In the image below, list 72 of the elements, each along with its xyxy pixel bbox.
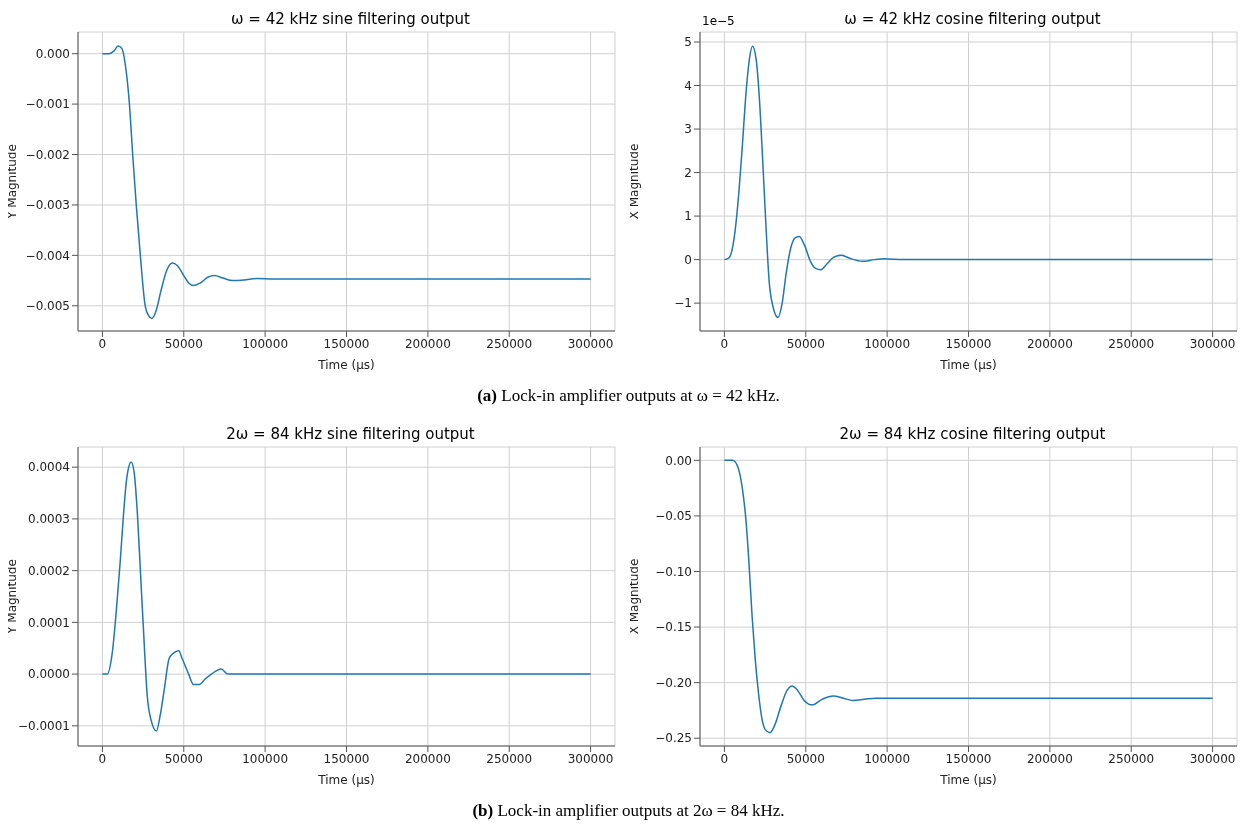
- y-tick-label: −0.001: [25, 97, 70, 112]
- chart-title: ω = 42 kHz sine filtering output: [230, 9, 471, 30]
- line-series: [101, 461, 592, 732]
- y-tick-label: 0.0003: [28, 512, 70, 527]
- x-tick-label: 200000: [1026, 751, 1073, 766]
- y-tick-label: 0.0001: [28, 615, 70, 630]
- y-axis-title: X Magnitude: [627, 558, 642, 635]
- x-axis-title: Time (μs): [939, 773, 997, 787]
- y-tick-label: −0.20: [655, 675, 692, 690]
- y-tick-label: −0.005: [25, 299, 70, 314]
- x-tick-label: 50000: [164, 336, 203, 351]
- x-tick-label: 100000: [242, 751, 289, 766]
- chart-title: 2ω = 84 kHz sine filtering output: [225, 424, 476, 445]
- y-tick-label: −0.002: [25, 147, 70, 162]
- y-tick-label: −0.15: [655, 620, 692, 635]
- x-tick-label: 0: [720, 336, 729, 351]
- x-tick-label: 50000: [786, 751, 825, 766]
- x-tick-label: 150000: [945, 336, 992, 351]
- x-tick-label: 0: [720, 751, 729, 766]
- x-tick-label: 50000: [164, 751, 203, 766]
- y-tick-label: −0.004: [25, 248, 70, 263]
- chart-title: ω = 42 kHz cosine filtering output: [844, 10, 1101, 28]
- x-tick-label: 200000: [404, 751, 451, 766]
- y-tick-label: −0.05: [655, 509, 692, 524]
- x-tick-label: 100000: [864, 751, 911, 766]
- y-tick-label: 1: [684, 209, 692, 224]
- y-tick-label: 0.00: [665, 453, 692, 468]
- y-tick-label: 0.0004: [28, 460, 70, 475]
- y-tick-label: 5: [684, 35, 692, 50]
- x-tick-label: 250000: [486, 751, 533, 766]
- x-tick-label: 50000: [786, 336, 825, 351]
- y-tick-label: 4: [684, 78, 692, 93]
- line-series: [723, 45, 1214, 319]
- x-tick-label: 100000: [864, 336, 911, 351]
- y-tick-label: −0.0001: [17, 719, 70, 734]
- y-tick-label: −0.10: [655, 564, 692, 579]
- y-axis-title: X Magnitude: [627, 143, 642, 220]
- x-axis-title: Time (μs): [939, 358, 997, 372]
- x-tick-label: 300000: [567, 751, 614, 766]
- x-tick-label: 150000: [323, 751, 370, 766]
- x-tick-label: 0: [98, 751, 107, 766]
- x-tick-label: 100000: [242, 336, 289, 351]
- text: (b) Lock-in amplifier outputs at 2ω = 84 kHz.: [471, 801, 786, 821]
- x-axis-title: Time (μs): [317, 773, 375, 787]
- line-series: [101, 45, 592, 320]
- text: 1e−5: [702, 14, 735, 28]
- y-tick-label: 0.0000: [28, 667, 70, 682]
- y-tick-label: 2: [684, 165, 692, 180]
- x-axis-title: Time (μs): [317, 358, 375, 372]
- y-tick-label: −1: [674, 296, 692, 311]
- x-tick-label: 300000: [567, 336, 614, 351]
- y-tick-label: 0.0002: [28, 563, 70, 578]
- y-tick-label: 3: [684, 122, 692, 137]
- x-tick-label: 150000: [945, 751, 992, 766]
- x-tick-label: 150000: [323, 336, 370, 351]
- y-axis-title: Y Magnitude: [5, 144, 20, 220]
- chart-title: 2ω = 84 kHz cosine filtering output: [838, 424, 1107, 445]
- x-tick-label: 200000: [404, 336, 451, 351]
- x-tick-label: 250000: [1108, 751, 1155, 766]
- x-tick-label: 200000: [1026, 336, 1073, 351]
- x-tick-label: 250000: [1108, 336, 1155, 351]
- x-tick-label: 300000: [1189, 751, 1236, 766]
- y-tick-label: 0: [684, 252, 692, 267]
- x-tick-label: 300000: [1189, 336, 1236, 351]
- x-tick-label: 0: [98, 336, 107, 351]
- y-tick-label: 0.000: [35, 46, 70, 61]
- y-axis-title: Y Magnitude: [5, 559, 20, 635]
- text: (a) Lock-in amplifier outputs at ω = 42 kHz.: [476, 386, 781, 406]
- y-tick-label: −0.003: [25, 198, 70, 213]
- line-series: [723, 459, 1214, 734]
- y-tick-label: −0.25: [655, 731, 692, 746]
- x-tick-label: 250000: [486, 336, 533, 351]
